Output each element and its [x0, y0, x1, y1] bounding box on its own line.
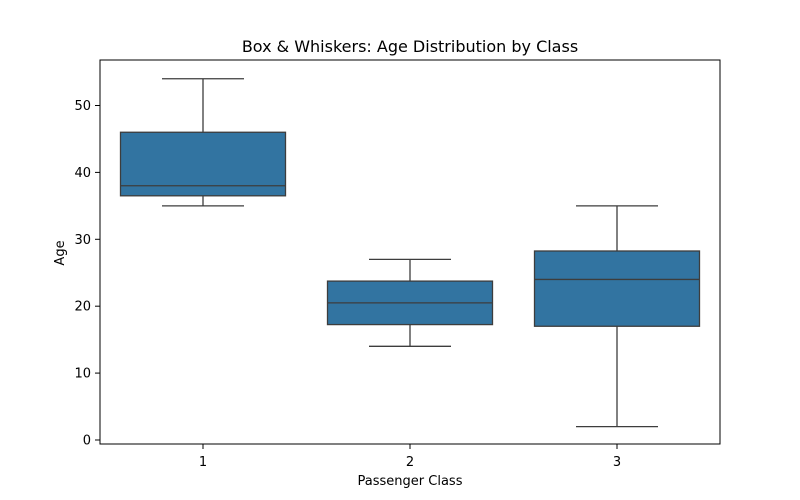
box-1 — [119, 78, 287, 207]
y-tick-label: 0 — [83, 433, 91, 448]
box-2 — [326, 258, 494, 347]
iqr-box — [533, 250, 701, 327]
boxes-group — [119, 78, 701, 428]
y-tick-label: 40 — [74, 166, 91, 181]
x-axis: 1 2 3 — [199, 444, 621, 470]
y-axis-label: Age — [53, 240, 68, 265]
x-tick-label: 1 — [199, 455, 207, 470]
x-tick-label: 3 — [613, 455, 621, 470]
y-axis: 0 10 20 30 40 50 — [74, 99, 100, 448]
y-tick-label: 20 — [74, 300, 91, 315]
y-tick-label: 50 — [74, 99, 91, 114]
box-3 — [533, 205, 701, 428]
y-tick-label: 10 — [74, 367, 91, 382]
x-axis-label: Passenger Class — [358, 474, 463, 489]
y-tick-label: 30 — [74, 233, 91, 248]
x-tick-label: 2 — [406, 455, 414, 470]
chart-title: Box & Whiskers: Age Distribution by Clas… — [242, 37, 578, 56]
